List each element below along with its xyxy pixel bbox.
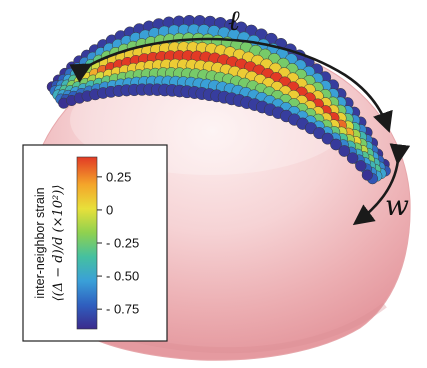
- particle: [338, 145, 351, 157]
- colorbar-tick-label: - 0.25: [106, 236, 139, 251]
- colorbar-gradient: [76, 156, 98, 330]
- colorbar-formula: ⟨(Δ − d)/d (×10²)⟩: [51, 185, 66, 302]
- colorbar-tick-label: - 0.75: [106, 302, 139, 317]
- colorbar-legend: 0.25 0 - 0.25 - 0.50 - 0.75 inter-neighbor s…: [22, 144, 168, 342]
- particle: [346, 152, 359, 164]
- particle: [355, 160, 367, 172]
- width-arrow: [352, 143, 411, 226]
- length-arrow: [69, 37, 393, 133]
- colorbar-tick-label: 0.25: [106, 169, 131, 184]
- colorbar-ticks: 0.25 0 - 0.25 - 0.50 - 0.75: [97, 169, 139, 317]
- colorbar-title: inter-neighbor strain: [33, 187, 47, 298]
- length-label: ℓ: [228, 4, 240, 37]
- particle: [330, 138, 342, 151]
- width-label: w: [385, 189, 409, 222]
- colorbar-tick-label: - 0.50: [106, 269, 139, 284]
- colorbar-tick-label: 0: [106, 202, 113, 217]
- particle: [361, 169, 373, 181]
